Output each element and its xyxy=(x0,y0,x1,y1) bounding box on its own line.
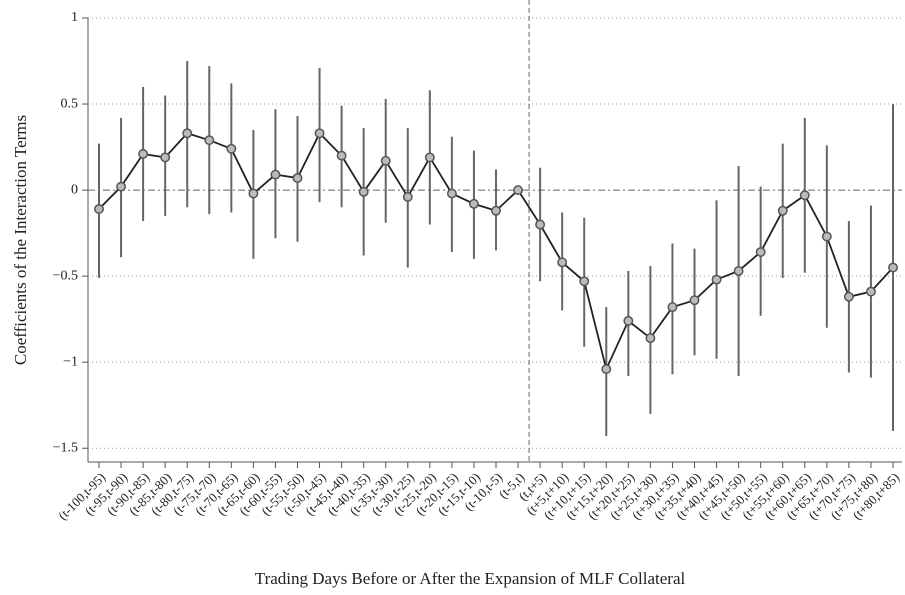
point xyxy=(579,276,590,287)
point xyxy=(733,266,744,276)
point xyxy=(888,262,898,273)
point xyxy=(777,205,788,216)
point xyxy=(336,150,347,161)
point xyxy=(446,188,457,199)
point xyxy=(270,169,281,180)
point xyxy=(468,198,479,209)
point xyxy=(226,143,237,154)
point xyxy=(292,173,303,183)
point xyxy=(94,204,104,214)
point xyxy=(711,274,722,285)
point xyxy=(182,128,193,139)
coefficient-line xyxy=(98,131,894,372)
y-tick-label: −1.5 xyxy=(53,440,78,455)
point xyxy=(204,135,215,146)
point xyxy=(314,128,325,139)
point xyxy=(557,257,568,268)
point xyxy=(821,231,832,242)
point xyxy=(160,152,171,163)
point xyxy=(535,219,546,230)
point xyxy=(358,186,369,197)
point xyxy=(424,152,435,163)
point xyxy=(601,364,612,375)
y-tick-label: 1 xyxy=(71,10,78,25)
x-axis-title: Trading Days Before or After the Expansi… xyxy=(255,569,686,588)
y-tick-label: 0 xyxy=(71,182,78,197)
y-tick-label: −0.5 xyxy=(53,268,78,283)
point xyxy=(513,185,524,196)
point xyxy=(865,286,876,297)
point xyxy=(402,192,413,202)
point xyxy=(799,190,810,201)
point xyxy=(667,302,678,313)
point xyxy=(645,333,656,344)
y-tick-label: −1 xyxy=(63,354,78,369)
y-tick-label: 0.5 xyxy=(61,96,79,111)
point xyxy=(491,205,501,216)
point xyxy=(138,149,149,159)
point xyxy=(623,315,634,326)
point xyxy=(843,291,854,302)
point xyxy=(755,247,766,257)
point xyxy=(116,181,127,192)
point xyxy=(248,188,259,199)
y-axis-title: Coefficients of the Interaction Terms xyxy=(11,115,30,365)
point xyxy=(380,155,391,166)
point xyxy=(689,295,700,306)
